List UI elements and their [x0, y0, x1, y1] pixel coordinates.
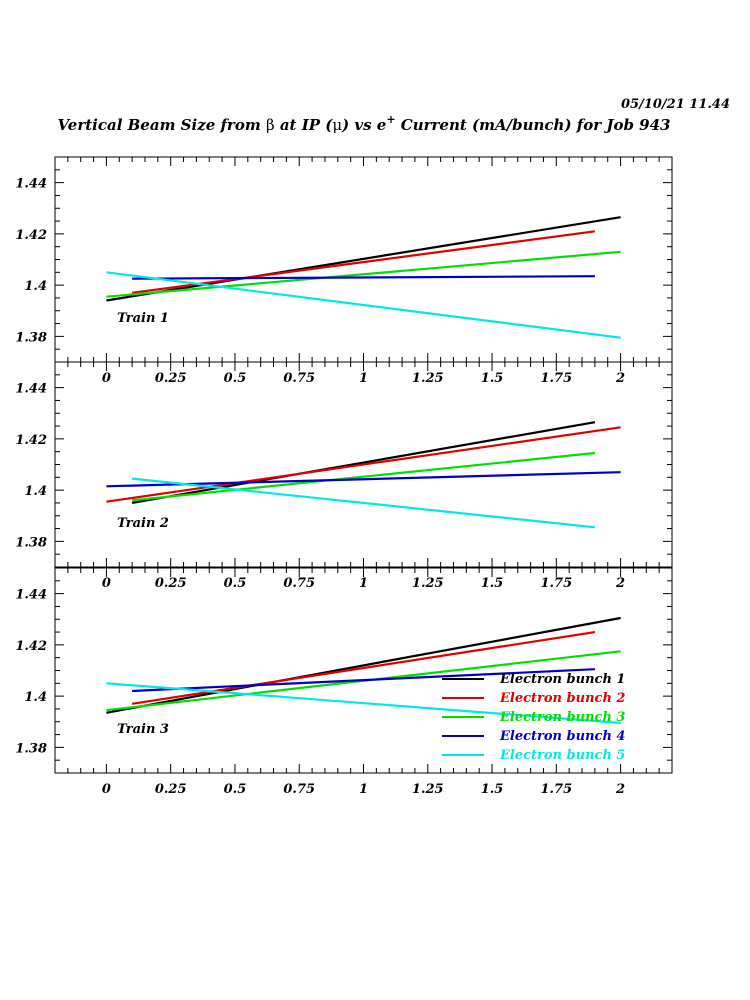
x-tick-label: 1.5 — [481, 782, 504, 797]
y-tick-label: 1.44 — [15, 588, 47, 603]
y-tick-label: 1.42 — [15, 228, 47, 243]
x-tick-label: 1.75 — [540, 371, 572, 386]
legend-label: Electron bunch 2 — [499, 691, 625, 706]
x-tick-label: 0.5 — [224, 782, 247, 797]
y-tick-label: 1.4 — [24, 484, 47, 499]
series-line-electron-bunch-3 — [131, 451, 596, 502]
series-line-electron-bunch-3 — [106, 250, 621, 298]
x-tick-label: 0.5 — [224, 576, 247, 591]
x-tick-label: 1.25 — [412, 576, 444, 591]
x-tick-label: 1 — [359, 782, 368, 797]
series-line-electron-bunch-5 — [131, 477, 596, 529]
y-tick-label: 1.42 — [15, 639, 47, 654]
x-tick-label: 1.25 — [412, 371, 444, 386]
y-tick-label: 1.44 — [15, 382, 47, 397]
series-line-electron-bunch-4 — [132, 275, 595, 280]
title-superscript: + — [386, 113, 395, 126]
legend-label: Electron bunch 1 — [499, 672, 625, 687]
x-tick-label: 1.5 — [481, 576, 504, 591]
timestamp: 05/10/21 11.44 — [621, 97, 730, 112]
x-tick-label: 0.25 — [155, 782, 187, 797]
title-mu-symbol: μ — [332, 116, 342, 134]
title-part-4: Current (mA/bunch) for Job 943 — [396, 116, 671, 134]
x-tick-label: 0.5 — [224, 371, 247, 386]
x-tick-label: 2 — [615, 782, 625, 797]
title-part-3: ) vs e — [341, 116, 386, 134]
title-part-1: Vertical Beam Size from — [58, 116, 266, 134]
title-beta-symbol: β — [266, 116, 275, 134]
panel-3: 1.38 1.4 1.42 1.44 0 0.25 0.5 0.75 1 1.25 1.5 1.75 2… — [15, 567, 673, 797]
y-tick-label: 1.44 — [15, 177, 47, 192]
x-tick-label: 1 — [359, 371, 368, 386]
x-tick-label: 1.25 — [412, 782, 444, 797]
panel-label: Train 3 — [117, 722, 169, 737]
legend-label: Electron bunch 5 — [499, 748, 625, 763]
figure-title: Vertical Beam Size from β at IP (μ) vs e… — [58, 113, 671, 134]
x-tick-label: 0.25 — [155, 576, 187, 591]
x-tick-label: 0.75 — [283, 371, 315, 386]
legend: Electron bunch 1 Electron bunch 2 Electron… — [442, 672, 625, 763]
panel-1: 1.38 1.4 1.42 1.44 0 0.25 0.5 0.75 1 1.25 1.5 1.75 2… — [15, 156, 673, 386]
y-tick-label: 1.42 — [15, 433, 47, 448]
x-tick-label: 0 — [102, 782, 111, 797]
series-line-electron-bunch-5 — [106, 682, 621, 725]
x-tick-label: 0 — [102, 371, 111, 386]
x-tick-label: 0.75 — [283, 576, 315, 591]
x-tick-label: 1.75 — [540, 782, 572, 797]
x-tick-label: 1.5 — [481, 371, 504, 386]
panel-label: Train 2 — [117, 516, 169, 531]
x-tick-label: 0.75 — [283, 782, 315, 797]
y-tick-label: 1.4 — [24, 690, 47, 705]
series-line-electron-bunch-2 — [131, 230, 596, 294]
y-tick-label: 1.4 — [24, 279, 47, 294]
panels: 1.381.41.421.440 0.25 0.5 0.75 1 1.25 1.5 1.75 2… — [15, 156, 673, 797]
x-tick-label: 2 — [615, 371, 625, 386]
series-line-electron-bunch-1 — [131, 421, 596, 504]
x-tick-label: 0 — [102, 576, 111, 591]
panel-2: 1.38 1.4 1.42 1.44 0 0.25 0.5 0.75 1 1.25 1.5 1.75 2… — [15, 361, 673, 591]
x-tick-label: 1 — [359, 576, 368, 591]
title-part-2: at IP ( — [275, 116, 334, 134]
series-line-electron-bunch-1 — [106, 616, 621, 714]
legend-label: Electron bunch 4 — [499, 729, 625, 744]
series-line-electron-bunch-5 — [106, 271, 621, 339]
y-tick-label: 1.38 — [15, 535, 47, 550]
x-tick-label: 0.25 — [155, 371, 187, 386]
y-tick-label: 1.38 — [15, 741, 47, 756]
series-line-electron-bunch-1 — [106, 216, 621, 302]
series-line-electron-bunch-2 — [106, 426, 621, 503]
legend-label: Electron bunch 3 — [499, 710, 625, 725]
panel-label: Train 1 — [117, 311, 169, 326]
y-tick-label: 1.38 — [15, 330, 47, 345]
x-tick-label: 1.75 — [540, 576, 572, 591]
series-line-electron-bunch-4 — [132, 668, 595, 693]
x-tick-label: 2 — [615, 576, 625, 591]
